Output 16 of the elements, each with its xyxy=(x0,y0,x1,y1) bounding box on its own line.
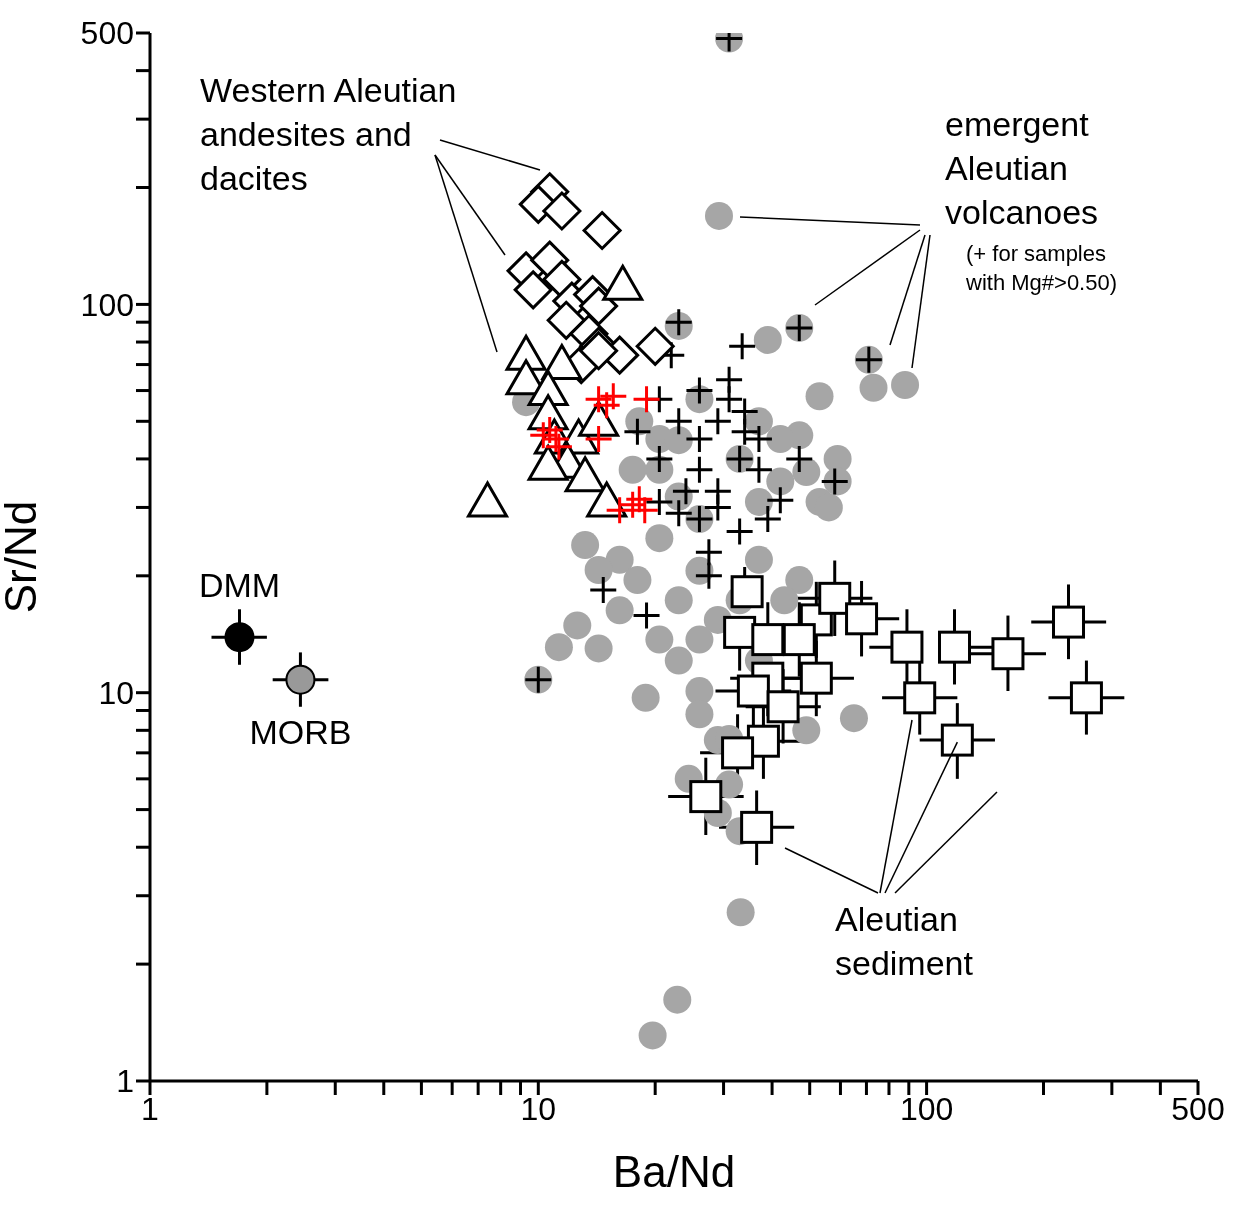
y-tick-label: 1 xyxy=(116,1063,134,1100)
annotation: (+ for samples with Mg#>0.50) xyxy=(966,240,1119,297)
x-axis-title: Ba/Nd xyxy=(612,1147,736,1196)
y-axis-title: Sr/Nd xyxy=(0,500,45,614)
annotation: Western Aleutian andesites and dacites xyxy=(200,70,458,200)
y-tick-label: 500 xyxy=(80,15,134,52)
series-label: DMM xyxy=(198,566,281,605)
y-tick-label: 10 xyxy=(98,675,134,712)
annotation: emergent Aleutian volcanoes xyxy=(945,104,1100,234)
x-tick-label: 10 xyxy=(520,1090,557,1127)
series-label: MORB xyxy=(249,712,352,751)
x-tick-label: 1 xyxy=(141,1090,159,1127)
y-tick-label: 100 xyxy=(80,286,134,323)
x-tick-label: 500 xyxy=(1171,1090,1225,1127)
annotation: Aleutian sediment xyxy=(835,899,974,985)
x-tick-label: 100 xyxy=(899,1090,954,1127)
